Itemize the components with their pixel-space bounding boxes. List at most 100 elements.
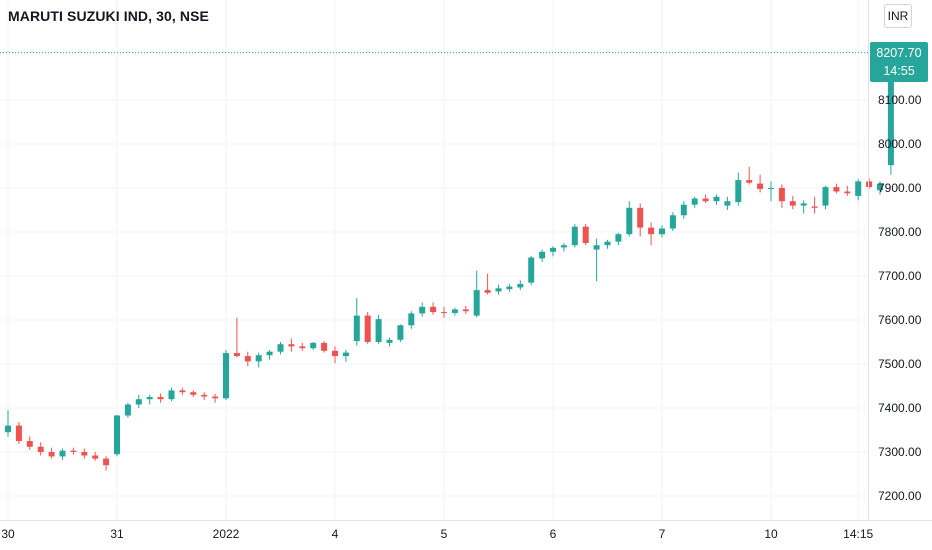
candle-body (822, 187, 829, 206)
candle (735, 172, 742, 206)
candle (364, 312, 371, 345)
candle (277, 342, 284, 355)
candle (288, 338, 295, 352)
candle (560, 243, 567, 252)
candle (877, 181, 883, 195)
price-tick-label: 7200.00 (878, 489, 922, 503)
candle-body (789, 201, 796, 206)
candle (539, 249, 546, 262)
candle (451, 307, 458, 316)
candle (484, 273, 491, 295)
candle-body (659, 228, 665, 235)
candle (419, 302, 426, 317)
time-axis[interactable]: 30 31 2022 4 5 6 7 10 14:15 (1, 527, 873, 541)
candle-body (48, 452, 55, 457)
time-tick-label: 14:15 (843, 527, 873, 541)
candle-body (92, 455, 99, 459)
candle-body (637, 207, 644, 228)
candle-body (560, 245, 567, 248)
candle (408, 311, 415, 329)
time-tick-label: 4 (332, 527, 339, 541)
candle-body (15, 425, 22, 441)
candle (441, 306, 447, 318)
candle-body (233, 353, 240, 357)
candle-body (266, 351, 273, 356)
price-tick-label: 7800.00 (878, 225, 922, 239)
candle (691, 196, 698, 208)
price-tick-label: 7500.00 (878, 357, 922, 371)
symbol-title: MARUTI SUZUKI IND, 30, NSE (8, 8, 209, 24)
candle (462, 305, 469, 314)
candle (637, 203, 644, 237)
candle-body (462, 309, 469, 312)
candle (648, 222, 655, 246)
candle-body (168, 390, 175, 400)
candle (15, 422, 22, 445)
candle-body (397, 325, 404, 340)
candle (724, 196, 731, 210)
candle-body (833, 187, 840, 192)
last-price-tag: 8207.70 14:55 (870, 42, 928, 82)
candle-body (844, 191, 851, 194)
candle (822, 185, 829, 210)
candle-body (648, 227, 655, 235)
time-tick-label: 30 (1, 527, 15, 541)
candle (615, 232, 622, 246)
time-tick-label: 10 (764, 527, 778, 541)
candle (517, 280, 524, 291)
candle-body (190, 392, 197, 395)
time-tick-label: 7 (659, 527, 666, 541)
candle (255, 352, 262, 368)
candle-body (855, 181, 862, 196)
candle-body (103, 458, 110, 466)
candle-body (746, 180, 753, 183)
candle-body (800, 203, 807, 206)
candle (778, 184, 785, 208)
candle (844, 185, 851, 196)
candle (397, 324, 404, 342)
candle (124, 402, 131, 418)
candle (506, 283, 513, 292)
candle (135, 394, 142, 408)
candle-body (37, 446, 44, 452)
chart-grid (0, 0, 868, 520)
candle (299, 342, 306, 351)
price-tick-label: 7700.00 (878, 269, 922, 283)
candle-body (114, 415, 120, 455)
time-tick-label: 31 (110, 527, 124, 541)
candle (386, 337, 393, 347)
candle (626, 201, 633, 237)
candle (571, 224, 578, 248)
price-axis[interactable]: 7200.00 7300.00 7400.00 7500.00 7600.00 7700.… (878, 49, 922, 503)
candle-body (299, 346, 306, 349)
candle-body (179, 390, 186, 393)
candle-body (201, 394, 208, 397)
currency-button[interactable]: INR (884, 4, 912, 28)
candle-body (713, 196, 720, 202)
candle (59, 448, 66, 460)
candle (713, 194, 720, 205)
bar-countdown: 14:55 (883, 64, 915, 78)
candle-body (735, 180, 742, 203)
candle (746, 166, 753, 185)
candle (495, 284, 502, 295)
candle-body (768, 188, 774, 189)
candle-body (430, 306, 437, 313)
candle-body (517, 283, 524, 288)
candle-body (811, 206, 818, 208)
candle (201, 392, 208, 401)
candle-body (364, 315, 371, 342)
candle (659, 225, 665, 238)
candle (768, 181, 774, 202)
candle (223, 349, 229, 401)
candle (332, 346, 338, 364)
candle (702, 194, 709, 203)
candle (190, 390, 197, 397)
candle-body (593, 245, 600, 250)
time-tick-label: 2022 (213, 527, 240, 541)
candle (179, 387, 186, 395)
candle-body (124, 404, 131, 416)
candle-body (626, 207, 633, 235)
candle-body (702, 198, 709, 202)
